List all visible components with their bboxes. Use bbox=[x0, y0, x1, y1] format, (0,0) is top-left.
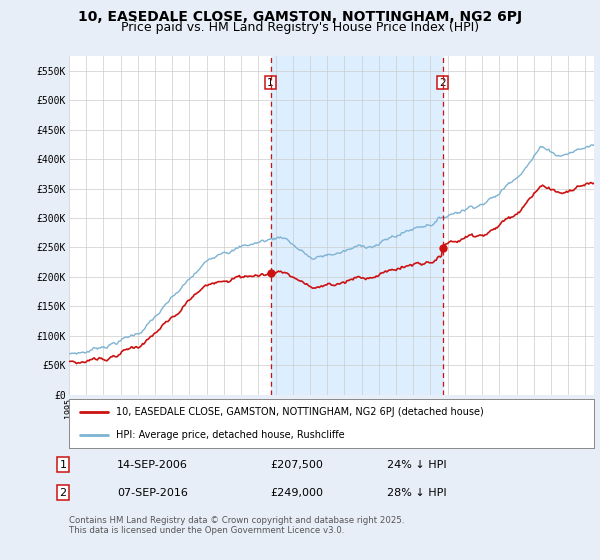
Text: 07-SEP-2016: 07-SEP-2016 bbox=[117, 488, 188, 498]
Text: 2: 2 bbox=[59, 488, 67, 498]
Text: 10, EASEDALE CLOSE, GAMSTON, NOTTINGHAM, NG2 6PJ: 10, EASEDALE CLOSE, GAMSTON, NOTTINGHAM,… bbox=[78, 10, 522, 24]
Text: 2: 2 bbox=[439, 77, 446, 87]
Text: Price paid vs. HM Land Registry's House Price Index (HPI): Price paid vs. HM Land Registry's House … bbox=[121, 21, 479, 34]
Text: £207,500: £207,500 bbox=[270, 460, 323, 470]
Text: 24% ↓ HPI: 24% ↓ HPI bbox=[387, 460, 446, 470]
Text: 1: 1 bbox=[59, 460, 67, 470]
Text: £249,000: £249,000 bbox=[270, 488, 323, 498]
Bar bbox=[271, 56, 443, 395]
Text: 28% ↓ HPI: 28% ↓ HPI bbox=[387, 488, 446, 498]
Text: 1: 1 bbox=[267, 77, 274, 87]
Text: 10, EASEDALE CLOSE, GAMSTON, NOTTINGHAM, NG2 6PJ (detached house): 10, EASEDALE CLOSE, GAMSTON, NOTTINGHAM,… bbox=[116, 408, 484, 417]
Text: HPI: Average price, detached house, Rushcliffe: HPI: Average price, detached house, Rush… bbox=[116, 430, 345, 440]
Text: 14-SEP-2006: 14-SEP-2006 bbox=[117, 460, 188, 470]
Text: Contains HM Land Registry data © Crown copyright and database right 2025.
This d: Contains HM Land Registry data © Crown c… bbox=[69, 516, 404, 535]
